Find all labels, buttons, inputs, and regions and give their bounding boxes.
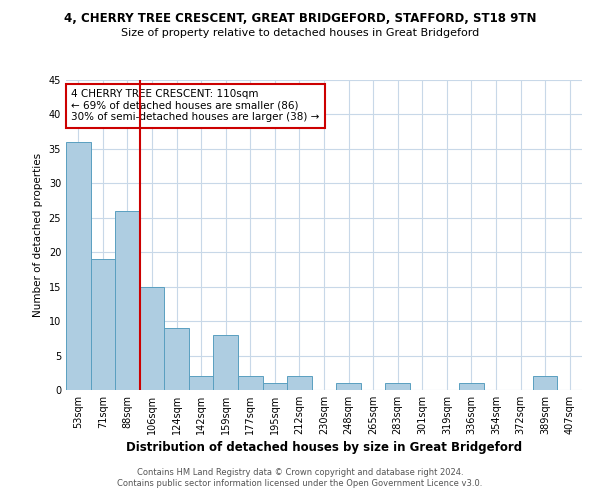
Bar — [336, 383, 361, 390]
Bar — [164, 328, 189, 390]
Bar — [287, 376, 312, 390]
Bar — [263, 383, 287, 390]
Bar — [214, 335, 238, 390]
Bar — [385, 383, 410, 390]
Bar — [91, 259, 115, 390]
Bar — [115, 211, 140, 390]
Bar — [238, 376, 263, 390]
Text: Size of property relative to detached houses in Great Bridgeford: Size of property relative to detached ho… — [121, 28, 479, 38]
Bar — [459, 383, 484, 390]
Bar — [66, 142, 91, 390]
X-axis label: Distribution of detached houses by size in Great Bridgeford: Distribution of detached houses by size … — [126, 441, 522, 454]
Bar — [533, 376, 557, 390]
Text: 4 CHERRY TREE CRESCENT: 110sqm
← 69% of detached houses are smaller (86)
30% of : 4 CHERRY TREE CRESCENT: 110sqm ← 69% of … — [71, 90, 320, 122]
Bar — [140, 286, 164, 390]
Y-axis label: Number of detached properties: Number of detached properties — [33, 153, 43, 317]
Text: Contains HM Land Registry data © Crown copyright and database right 2024.
Contai: Contains HM Land Registry data © Crown c… — [118, 468, 482, 487]
Text: 4, CHERRY TREE CRESCENT, GREAT BRIDGEFORD, STAFFORD, ST18 9TN: 4, CHERRY TREE CRESCENT, GREAT BRIDGEFOR… — [64, 12, 536, 26]
Bar — [189, 376, 214, 390]
